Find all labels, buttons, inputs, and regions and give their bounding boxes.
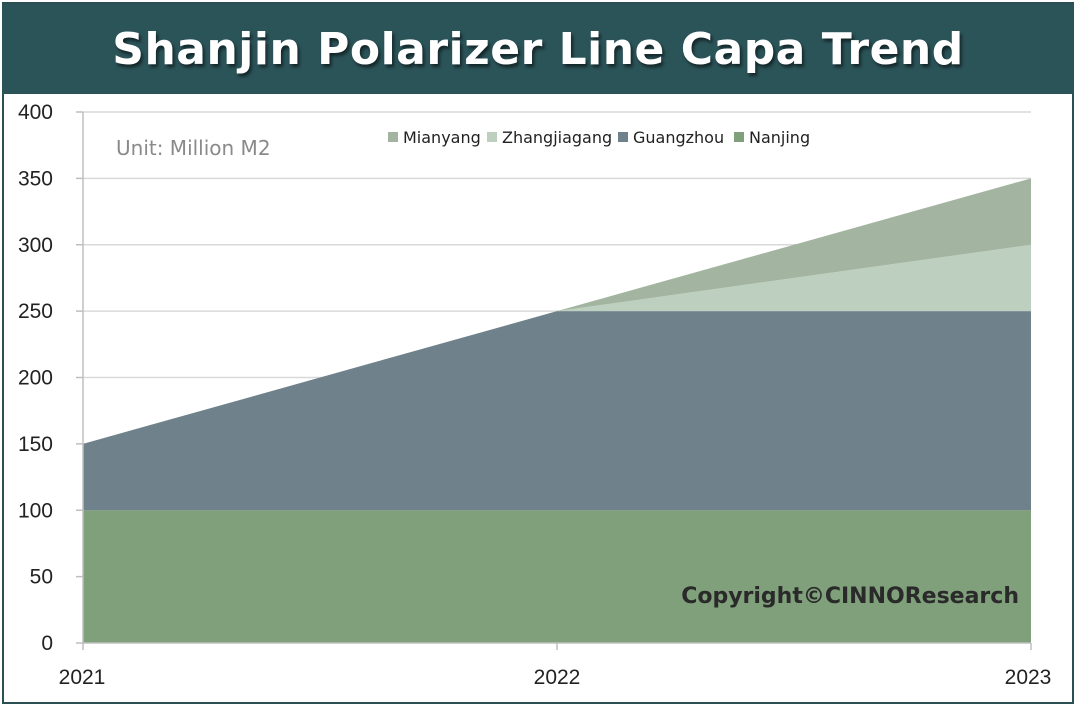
series-areas: [83, 178, 1031, 643]
legend-label: Mianyang: [403, 128, 481, 147]
legend-item-zhangjiagang: Zhangjiagang: [487, 128, 612, 147]
axes: [76, 111, 1032, 650]
x-tick-label: 2022: [534, 666, 581, 689]
legend-swatch: [388, 132, 398, 142]
y-tick-label: 300: [18, 234, 53, 257]
y-tick-label: 50: [30, 566, 53, 589]
y-tick-label: 0: [41, 632, 53, 655]
y-tick-label: 400: [18, 101, 53, 124]
legend-swatch: [487, 132, 497, 142]
y-tick-label: 250: [18, 300, 53, 323]
y-tick-label: 200: [18, 367, 53, 390]
legend-label: Guangzhou: [633, 128, 724, 147]
area-guangzhou: [83, 311, 1031, 511]
legend-item-guangzhou: Guangzhou: [618, 128, 724, 147]
x-tick-label: 2021: [59, 666, 106, 689]
legend-swatch: [618, 132, 628, 142]
area-zhangjiagang: [83, 244, 1031, 444]
legend-swatch: [734, 132, 744, 142]
legend-label: Nanjing: [749, 128, 810, 147]
copyright-text: Copyright©CINNOResearch: [681, 584, 1019, 609]
unit-note: Unit: Million M2: [116, 136, 271, 160]
legend: Mianyang Zhangjiagang Guangzhou Nanjing: [388, 128, 810, 147]
legend-item-mianyang: Mianyang: [388, 128, 481, 147]
y-tick-label: 100: [18, 499, 53, 522]
y-tick-labels: 0 50 100 150 200 250 300 350 400: [18, 101, 53, 655]
y-tick-label: 150: [18, 433, 53, 456]
x-tick-label: 2023: [1005, 666, 1052, 689]
title-bar: Shanjin Polarizer Line Capa Trend: [2, 4, 1074, 94]
x-tick-labels: 2021 2022 2023: [59, 666, 1052, 689]
y-tick-label: 350: [18, 167, 53, 190]
area-nanjing: [83, 510, 1031, 643]
chart-title: Shanjin Polarizer Line Capa Trend: [112, 23, 964, 75]
area-mianyang: [83, 178, 1031, 444]
legend-item-nanjing: Nanjing: [734, 128, 810, 147]
legend-label: Zhangjiagang: [502, 128, 612, 147]
